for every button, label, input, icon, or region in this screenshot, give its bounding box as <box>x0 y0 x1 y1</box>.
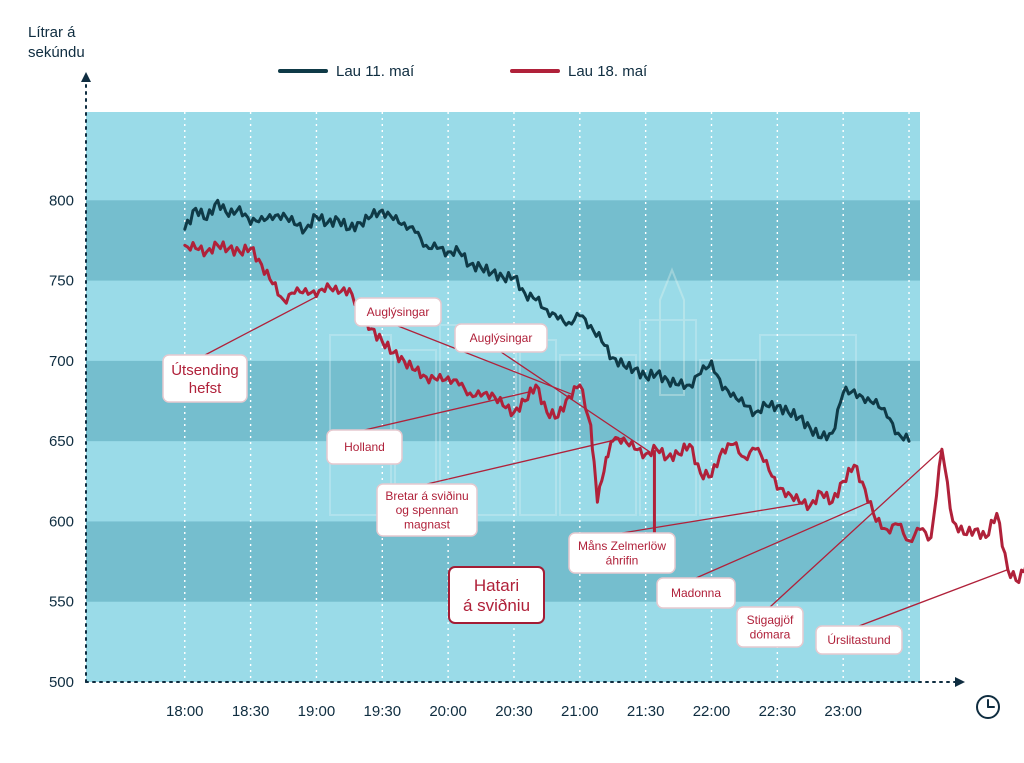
x-tick-label: 22:00 <box>693 703 731 720</box>
skyline-building-5 <box>639 319 697 516</box>
skyline-building-6 <box>699 359 757 516</box>
annotation-box-bretar <box>376 483 478 537</box>
y-tick-label: 700 <box>49 353 74 370</box>
x-tick-label: 23:00 <box>824 703 862 720</box>
annotation-text-hatari: Hatari <box>474 576 519 595</box>
annotation-text-hatari: á sviðniu <box>463 596 530 615</box>
annotation-leader-utsending <box>204 296 317 356</box>
x-axis-arrow <box>955 677 965 687</box>
annotation-leader-urslitastund <box>858 568 1009 627</box>
y-tick-labels: 500 550 600 650 700 750 800 <box>49 192 74 691</box>
annotation-text-auglysingar2: Auglýsingar <box>470 331 533 345</box>
annotation-holland: Holland <box>326 390 532 465</box>
annotation-madonna: Madonna <box>656 501 870 609</box>
y-axis-title-line2: sekúndu <box>28 44 85 61</box>
annotation-box-auglysingar2 <box>454 323 548 353</box>
annotation-text-auglysingar1: Auglýsingar <box>367 305 430 319</box>
band-dark-0 <box>86 200 920 281</box>
annotation-text-stigagjof: Stigagjöf <box>747 613 794 627</box>
skyline-building-4 <box>559 354 637 516</box>
x-tick-label: 21:30 <box>627 703 665 720</box>
annotation-box-holland <box>326 429 403 465</box>
x-tick-label: 18:30 <box>232 703 270 720</box>
annotation-leader-auglysingar2 <box>500 351 651 453</box>
annotation-leader-auglysingar1 <box>397 325 572 395</box>
annotation-auglysingar2: Auglýsingar <box>454 323 651 453</box>
x-tick-label: 22:30 <box>759 703 797 720</box>
annotation-box-hatari <box>448 566 545 624</box>
skyline-tower <box>659 267 685 396</box>
clock-icon <box>976 695 1000 719</box>
annotation-box-madonna <box>656 577 736 609</box>
x-tick-label: 19:30 <box>364 703 402 720</box>
y-tick-label: 800 <box>49 192 74 209</box>
annotation-leader-madonna <box>695 501 870 579</box>
annotation-text-madonna: Madonna <box>671 586 721 600</box>
x-tick-label: 19:00 <box>298 703 336 720</box>
skyline-building-7 <box>759 334 857 516</box>
annotation-box-mans <box>568 532 676 574</box>
annotation-leader-stigagjof <box>769 448 943 608</box>
annotation-text-utsending: hefst <box>189 380 222 397</box>
annotation-text-mans: áhrifin <box>606 553 639 567</box>
annotation-text-stigagjof: dómara <box>750 627 791 641</box>
y-tick-label: 650 <box>49 433 74 450</box>
annotation-box-auglysingar1 <box>354 297 442 327</box>
y-tick-label: 500 <box>49 674 74 691</box>
y-axis-arrow <box>81 72 91 82</box>
series-lines <box>183 198 1024 584</box>
annotation-text-mans: Måns Zelmerlöw <box>578 539 666 553</box>
annotation-urslitastund: Úrslitastund <box>815 568 1009 655</box>
y-tick-label: 750 <box>49 273 74 290</box>
annotation-text-bretar: Bretar á sviðinu <box>385 489 468 503</box>
annotation-text-bretar: magnast <box>404 518 451 532</box>
annotation-leader-mans <box>621 502 804 534</box>
annotation-text-utsending: Útsending <box>171 362 239 379</box>
annotation-box-utsending <box>162 354 248 403</box>
annotation-text-holland: Holland <box>344 440 385 454</box>
x-tick-label: 20:30 <box>495 703 533 720</box>
axes <box>81 72 965 687</box>
x-tick-label: 20:00 <box>429 703 467 720</box>
annotation-text-bretar: og spennan <box>396 503 459 517</box>
y-tick-label: 600 <box>49 513 74 530</box>
annotation-box-stigagjof <box>736 606 804 648</box>
y-tick-label: 550 <box>49 594 74 611</box>
annotation-text-urslitastund: Úrslitastund <box>827 632 890 647</box>
annotation-leader-bretar <box>426 437 624 485</box>
annotation-leader-holland <box>364 390 532 431</box>
legend: Lau 11. maí Lau 18. maí <box>278 63 648 80</box>
x-tick-label: 21:00 <box>561 703 599 720</box>
x-tick-label: 18:00 <box>166 703 204 720</box>
skyline-building-0 <box>329 334 392 516</box>
annotation-auglysingar1: Auglýsingar <box>354 297 572 395</box>
legend-label-18: Lau 18. maí <box>568 63 648 80</box>
x-tick-labels: 18:00 18:30 19:00 19:30 20:00 20:30 21:00 21:30… <box>166 703 862 720</box>
series-line-1 <box>183 240 1024 584</box>
y-axis-title-line1: Lítrar á <box>28 24 76 41</box>
legend-label-11: Lau 11. maí <box>336 63 415 80</box>
series-line-0 <box>183 198 911 443</box>
annotation-box-urslitastund <box>815 625 903 655</box>
